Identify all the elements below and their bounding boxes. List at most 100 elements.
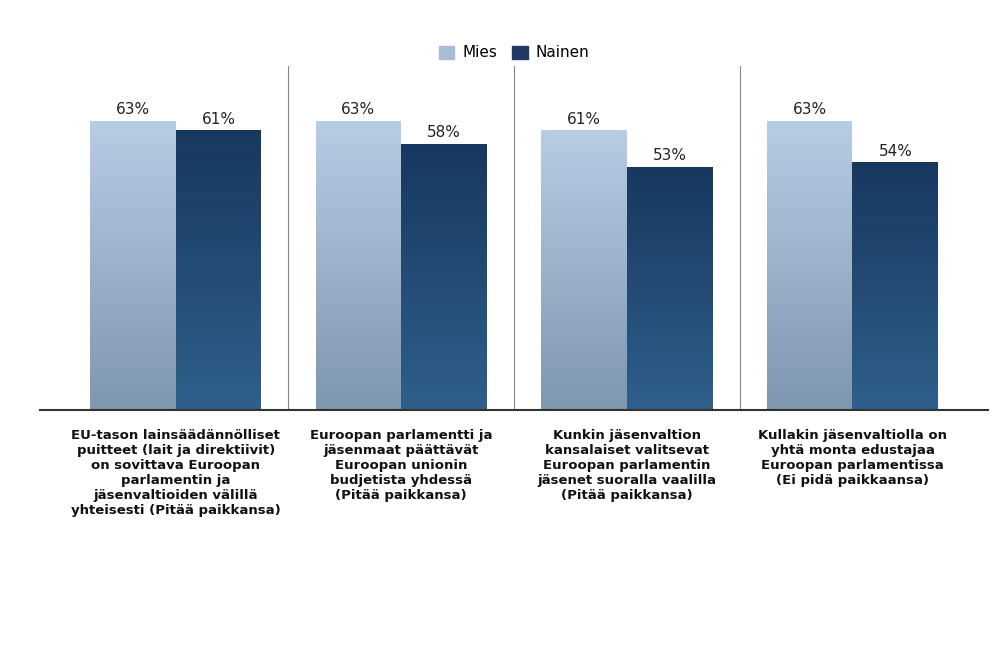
Bar [767,326,853,329]
Bar [541,186,627,189]
Bar [767,127,853,130]
Bar [90,309,175,311]
Bar [767,165,853,167]
Bar [90,378,175,381]
Bar [175,321,261,323]
Bar [853,167,938,170]
Bar [401,277,487,280]
Bar [541,276,627,278]
Bar [767,329,853,332]
Bar [316,387,401,389]
Bar [90,274,175,277]
Bar [175,354,261,357]
Bar [541,144,627,147]
Bar [175,155,261,158]
Bar [401,258,487,261]
Bar [627,344,713,346]
Bar [767,161,853,165]
Bar [767,167,853,170]
Bar [541,183,627,186]
Bar [541,373,627,376]
Bar [175,387,261,390]
Bar [175,144,261,147]
Bar [401,189,487,192]
Bar [316,361,401,364]
Bar [175,292,261,295]
Bar [401,352,487,354]
Bar [767,309,853,311]
Bar [90,199,175,202]
Bar [541,234,627,237]
Bar [401,248,487,251]
Bar [541,346,627,348]
Bar [767,292,853,294]
Bar [541,203,627,206]
Bar [175,301,261,303]
Bar [90,303,175,306]
Bar [767,268,853,271]
Bar [316,228,401,231]
Bar [767,234,853,237]
Bar [175,365,261,368]
Bar [541,167,627,169]
Bar [90,156,175,159]
Bar [175,287,261,290]
Bar [541,192,627,194]
Bar [401,178,487,181]
Bar [316,340,401,344]
Bar [627,186,713,189]
Bar [175,340,261,342]
Bar [316,211,401,214]
Bar [90,349,175,352]
Bar [767,190,853,193]
Bar [90,245,175,248]
Bar [541,223,627,225]
Bar [401,389,487,391]
Bar [90,395,175,399]
Bar [175,139,261,141]
Bar [541,231,627,234]
Bar [853,163,938,165]
Bar [401,314,487,317]
Bar [541,219,627,223]
Bar [90,150,175,153]
Bar [175,264,261,267]
Bar [316,303,401,306]
Bar [627,262,713,264]
Bar [853,261,938,264]
Bar [175,357,261,360]
Bar [541,326,627,329]
Bar [767,277,853,280]
Bar [90,141,175,144]
Bar [316,173,401,176]
Bar [90,315,175,317]
Bar [316,338,401,340]
Bar [401,354,487,357]
Bar [767,245,853,248]
Bar [316,309,401,311]
Bar [90,176,175,179]
Bar [853,254,938,256]
Bar [767,205,853,208]
Bar [90,239,175,243]
Bar [90,404,175,407]
Bar [316,366,401,369]
Bar [853,340,938,343]
Bar [90,179,175,182]
Bar [90,133,175,136]
Bar [541,340,627,342]
Bar [767,141,853,144]
Bar [627,303,713,305]
Bar [767,280,853,283]
Bar [541,278,627,281]
Bar [90,222,175,225]
Text: 63%: 63% [342,102,375,118]
Bar [316,156,401,159]
Bar [541,180,627,183]
Bar [853,336,938,338]
Bar [175,228,261,231]
Bar [175,256,261,259]
Bar [767,138,853,141]
Bar [316,208,401,211]
Bar [401,221,487,224]
